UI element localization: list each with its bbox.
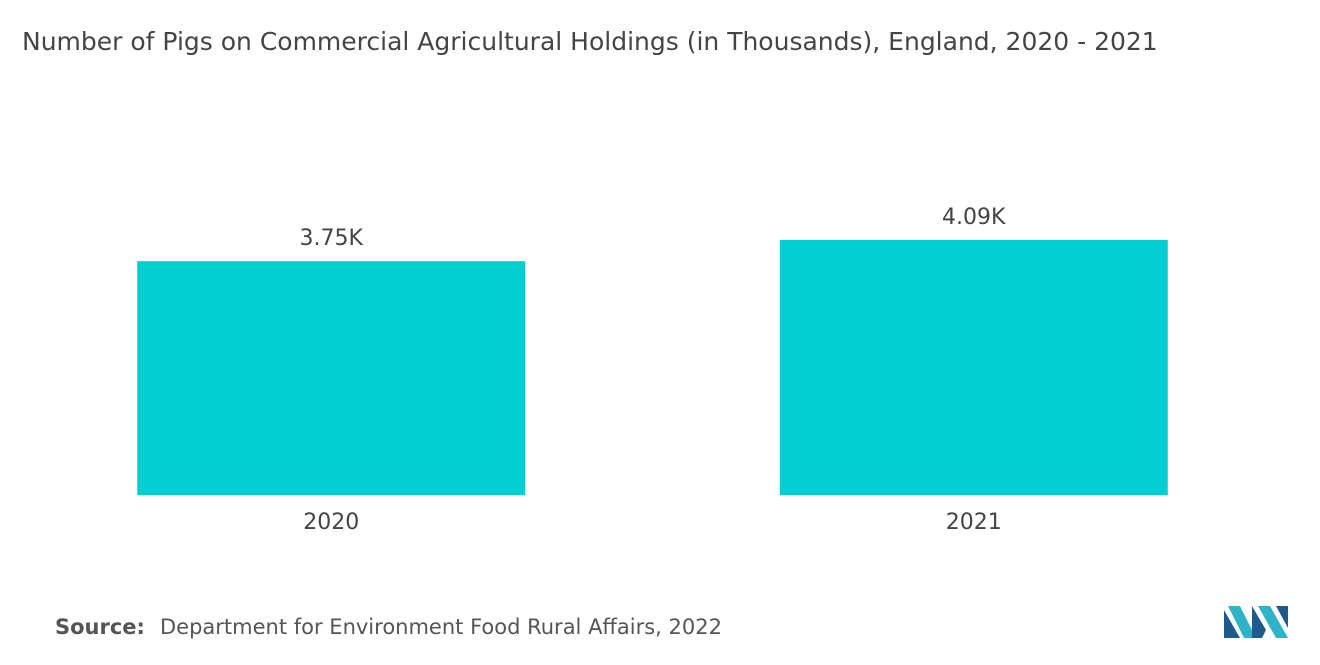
- logo: [1224, 606, 1288, 638]
- bar: [137, 261, 526, 495]
- bar: [779, 240, 1168, 495]
- x-tick-label: 2020: [303, 510, 359, 535]
- source-text: Department for Environment Food Rural Af…: [160, 615, 722, 639]
- value-label: 3.75K: [300, 226, 364, 251]
- chart-title: Number of Pigs on Commercial Agricultura…: [22, 27, 1158, 56]
- source-label: Source:: [55, 615, 145, 639]
- x-tick-label: 2021: [946, 510, 1002, 535]
- value-label: 4.09K: [942, 205, 1006, 230]
